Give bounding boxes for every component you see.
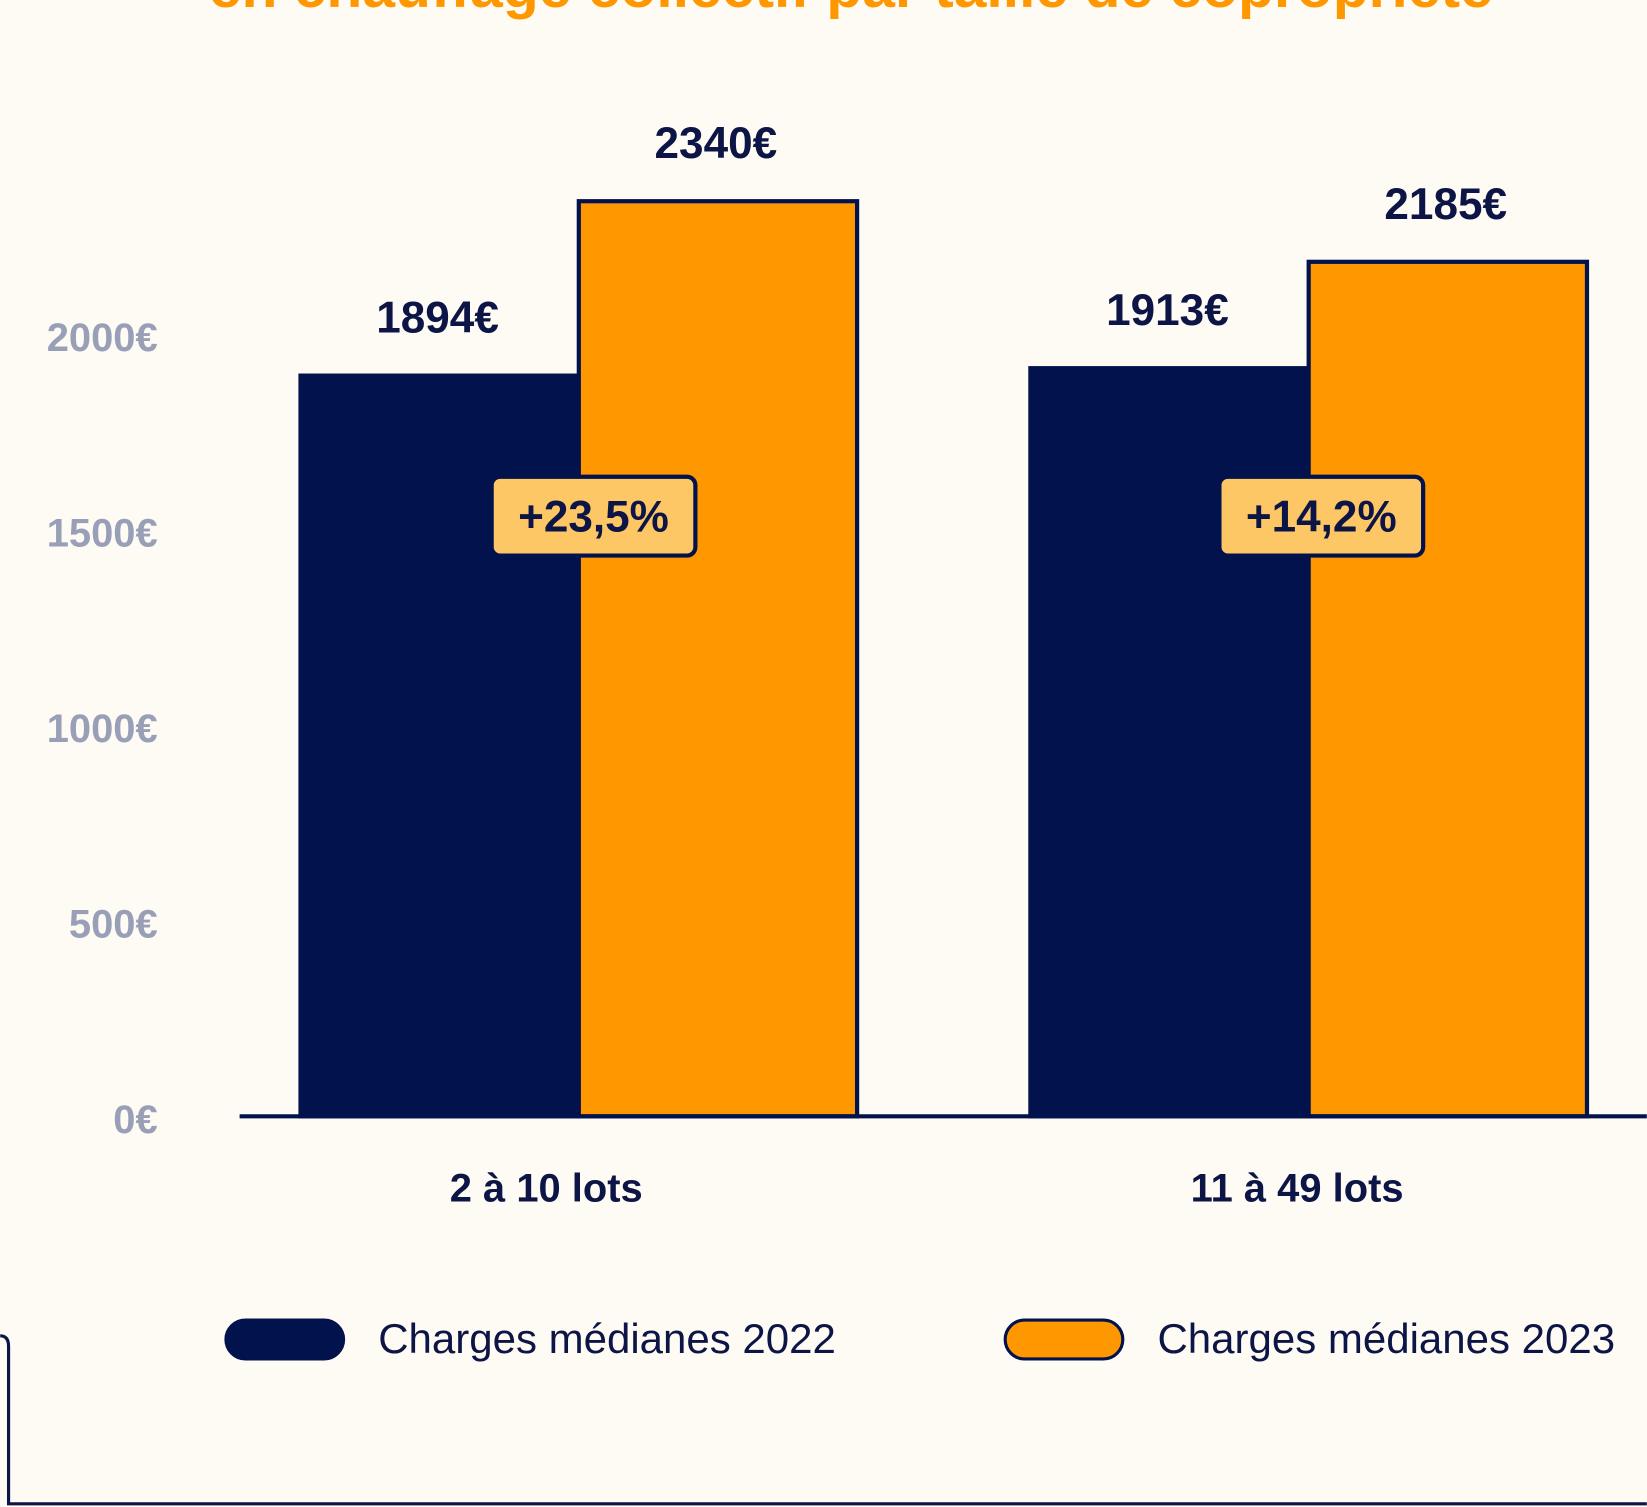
change-badge bbox=[489, 474, 698, 558]
x-tick-label: 2 à 10 lots bbox=[450, 1166, 643, 1210]
change-label: +14,2% bbox=[1246, 492, 1397, 541]
x-tick-label: 11 à 49 lots bbox=[1191, 1166, 1404, 1210]
frame bbox=[0, 1334, 1647, 1506]
legend-label: Charges médianes 2022 bbox=[378, 1315, 836, 1362]
bar bbox=[1306, 259, 1590, 1119]
y-tick-label: 2000€ bbox=[47, 316, 158, 360]
value-label: 1913€ bbox=[1106, 286, 1229, 335]
y-tick-label: 500€ bbox=[69, 903, 158, 947]
change-label: +23,5% bbox=[518, 492, 669, 541]
legend-swatch bbox=[1003, 1318, 1125, 1361]
legend-swatch bbox=[224, 1318, 346, 1361]
value-label: 1894€ bbox=[376, 294, 499, 343]
y-tick-label: 1000€ bbox=[47, 707, 158, 751]
bar bbox=[576, 199, 860, 1119]
change-badge bbox=[1217, 474, 1426, 558]
value-label: 2340€ bbox=[655, 119, 778, 168]
legend-label: Charges médianes 2023 bbox=[1157, 1315, 1615, 1362]
y-tick-label: 1500€ bbox=[47, 512, 158, 556]
y-tick-label: 0€ bbox=[113, 1098, 157, 1142]
value-label: 2185€ bbox=[1384, 180, 1507, 229]
chart-title: en chauffage collectif par taille de cop… bbox=[209, 0, 1493, 20]
